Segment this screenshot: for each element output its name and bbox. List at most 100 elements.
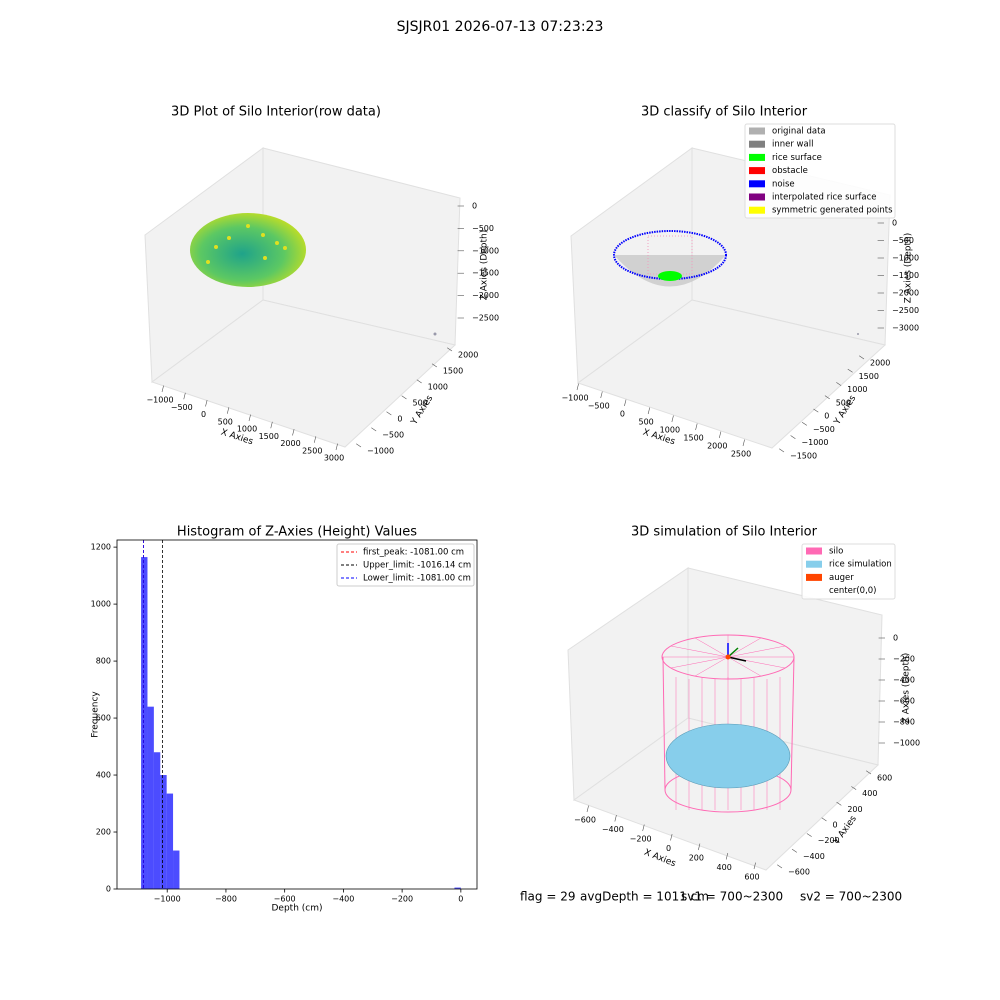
tick-mark bbox=[416, 379, 422, 384]
x-tick-label: −400 bbox=[602, 825, 624, 834]
axis-label: X Axies bbox=[643, 848, 678, 870]
tick-mark bbox=[614, 815, 617, 822]
y-tick-label: −1000 bbox=[801, 438, 828, 447]
z-tick-label: −800 bbox=[893, 718, 915, 727]
legend-swatch bbox=[749, 153, 765, 161]
legend-swatch bbox=[806, 573, 822, 581]
y-tick-label: −1000 bbox=[367, 447, 394, 456]
legend-swatch bbox=[806, 547, 822, 555]
status-text: sv1 = 700~2300 bbox=[681, 890, 783, 904]
y-tick-label: 800 bbox=[96, 657, 111, 666]
tick-mark bbox=[753, 862, 756, 870]
tick-mark bbox=[824, 395, 830, 400]
x-tick-label: 500 bbox=[218, 417, 233, 426]
histogram-bar bbox=[166, 793, 174, 889]
x-tick-label: −1000 bbox=[561, 394, 588, 403]
tick-mark bbox=[447, 347, 453, 352]
data-cloud bbox=[214, 245, 218, 249]
y-tick-label: 1500 bbox=[443, 367, 463, 376]
tick-mark bbox=[777, 864, 783, 869]
z-tick-label: 0 bbox=[472, 202, 477, 211]
data-cloud bbox=[246, 224, 250, 228]
tick-mark bbox=[670, 834, 673, 841]
tick-mark bbox=[695, 423, 698, 431]
x-tick-label: −500 bbox=[171, 403, 193, 412]
legend-box bbox=[336, 543, 475, 587]
x-tick-label: 2000 bbox=[280, 439, 300, 448]
legend-swatch bbox=[749, 127, 765, 135]
y-tick-label: 0 bbox=[824, 412, 829, 421]
legend-label: rice simulation bbox=[829, 560, 892, 570]
z-tick-label: −500 bbox=[892, 236, 914, 245]
tick-mark bbox=[859, 355, 865, 360]
x-tick-label: −1000 bbox=[146, 396, 173, 405]
y-tick-label: 400 bbox=[862, 789, 877, 798]
tick-mark bbox=[624, 399, 627, 407]
y-tick-label: 1000 bbox=[847, 385, 867, 394]
z-tick-label: 0 bbox=[892, 219, 897, 228]
z-tick-label: 0 bbox=[893, 634, 898, 643]
y-tick-label: 200 bbox=[847, 805, 862, 814]
legend-label: original data bbox=[772, 127, 826, 137]
tick-mark bbox=[851, 786, 857, 790]
tick-mark bbox=[742, 439, 745, 447]
data-cloud bbox=[283, 246, 287, 250]
tick-mark bbox=[371, 427, 377, 432]
z-tick-label: −2500 bbox=[472, 314, 499, 323]
y-tick-label: 500 bbox=[836, 398, 851, 407]
x-tick-label: 2000 bbox=[707, 442, 727, 451]
x-tick-label: 500 bbox=[639, 418, 654, 427]
legend-label: center(0,0) bbox=[829, 586, 877, 596]
data-cloud bbox=[725, 654, 731, 660]
x-tick-label: 400 bbox=[717, 863, 732, 872]
z-tick-label: −600 bbox=[893, 697, 915, 706]
tick-mark bbox=[313, 436, 317, 443]
legend-label: inner wall bbox=[772, 140, 813, 150]
tick-mark bbox=[335, 443, 338, 451]
chart-title: 3D classify of Silo Interior bbox=[641, 105, 808, 120]
tick-mark bbox=[161, 385, 164, 393]
legend-swatch bbox=[806, 560, 822, 568]
status-text: sv2 = 700~2300 bbox=[800, 890, 902, 904]
data-cloud bbox=[727, 645, 786, 658]
pane bbox=[576, 299, 887, 449]
legend-label: auger bbox=[829, 573, 854, 583]
z-tick-label: −1500 bbox=[472, 269, 499, 278]
y-tick-label: −500 bbox=[382, 431, 404, 440]
data-cloud bbox=[658, 271, 682, 281]
axis-label: Z Axies (Depth) bbox=[902, 653, 912, 724]
tick-mark bbox=[600, 391, 603, 399]
status-text: flag = 29 bbox=[520, 890, 575, 904]
legend-swatch bbox=[749, 206, 765, 214]
tick-mark bbox=[586, 805, 589, 813]
data-cloud bbox=[263, 256, 267, 260]
axis-label: Z Axies (Depth) bbox=[904, 233, 914, 304]
x-tick-label: −200 bbox=[391, 895, 413, 904]
data-cloud bbox=[227, 236, 231, 240]
tick-mark bbox=[248, 414, 251, 422]
y-tick-label: −500 bbox=[813, 425, 835, 434]
tick-mark bbox=[386, 411, 392, 416]
data-cloud bbox=[261, 233, 265, 237]
histogram-bar bbox=[173, 850, 180, 889]
z-tick-label: −1500 bbox=[892, 271, 919, 280]
z-tick-label: −1000 bbox=[892, 254, 919, 263]
data-cloud bbox=[857, 333, 859, 335]
x-tick-label: −600 bbox=[274, 895, 296, 904]
histogram-bar bbox=[160, 775, 167, 889]
tick-mark bbox=[813, 408, 819, 413]
y-tick-label: −400 bbox=[803, 852, 825, 861]
x-tick-label: 1000 bbox=[237, 425, 257, 434]
axis-label: Z Axies (Depth) bbox=[480, 230, 490, 301]
data-cloud bbox=[206, 260, 210, 264]
data-cloud bbox=[614, 255, 726, 287]
x-tick-label: 2500 bbox=[731, 450, 751, 459]
data-cloud bbox=[670, 656, 729, 669]
z-tick-label: −500 bbox=[472, 224, 494, 233]
x-tick-label: 1500 bbox=[259, 432, 279, 441]
tick-mark bbox=[431, 363, 437, 368]
histogram-bar bbox=[454, 887, 461, 889]
axis-label: Depth (cm) bbox=[271, 904, 322, 914]
z-tick-label: −200 bbox=[893, 655, 915, 664]
